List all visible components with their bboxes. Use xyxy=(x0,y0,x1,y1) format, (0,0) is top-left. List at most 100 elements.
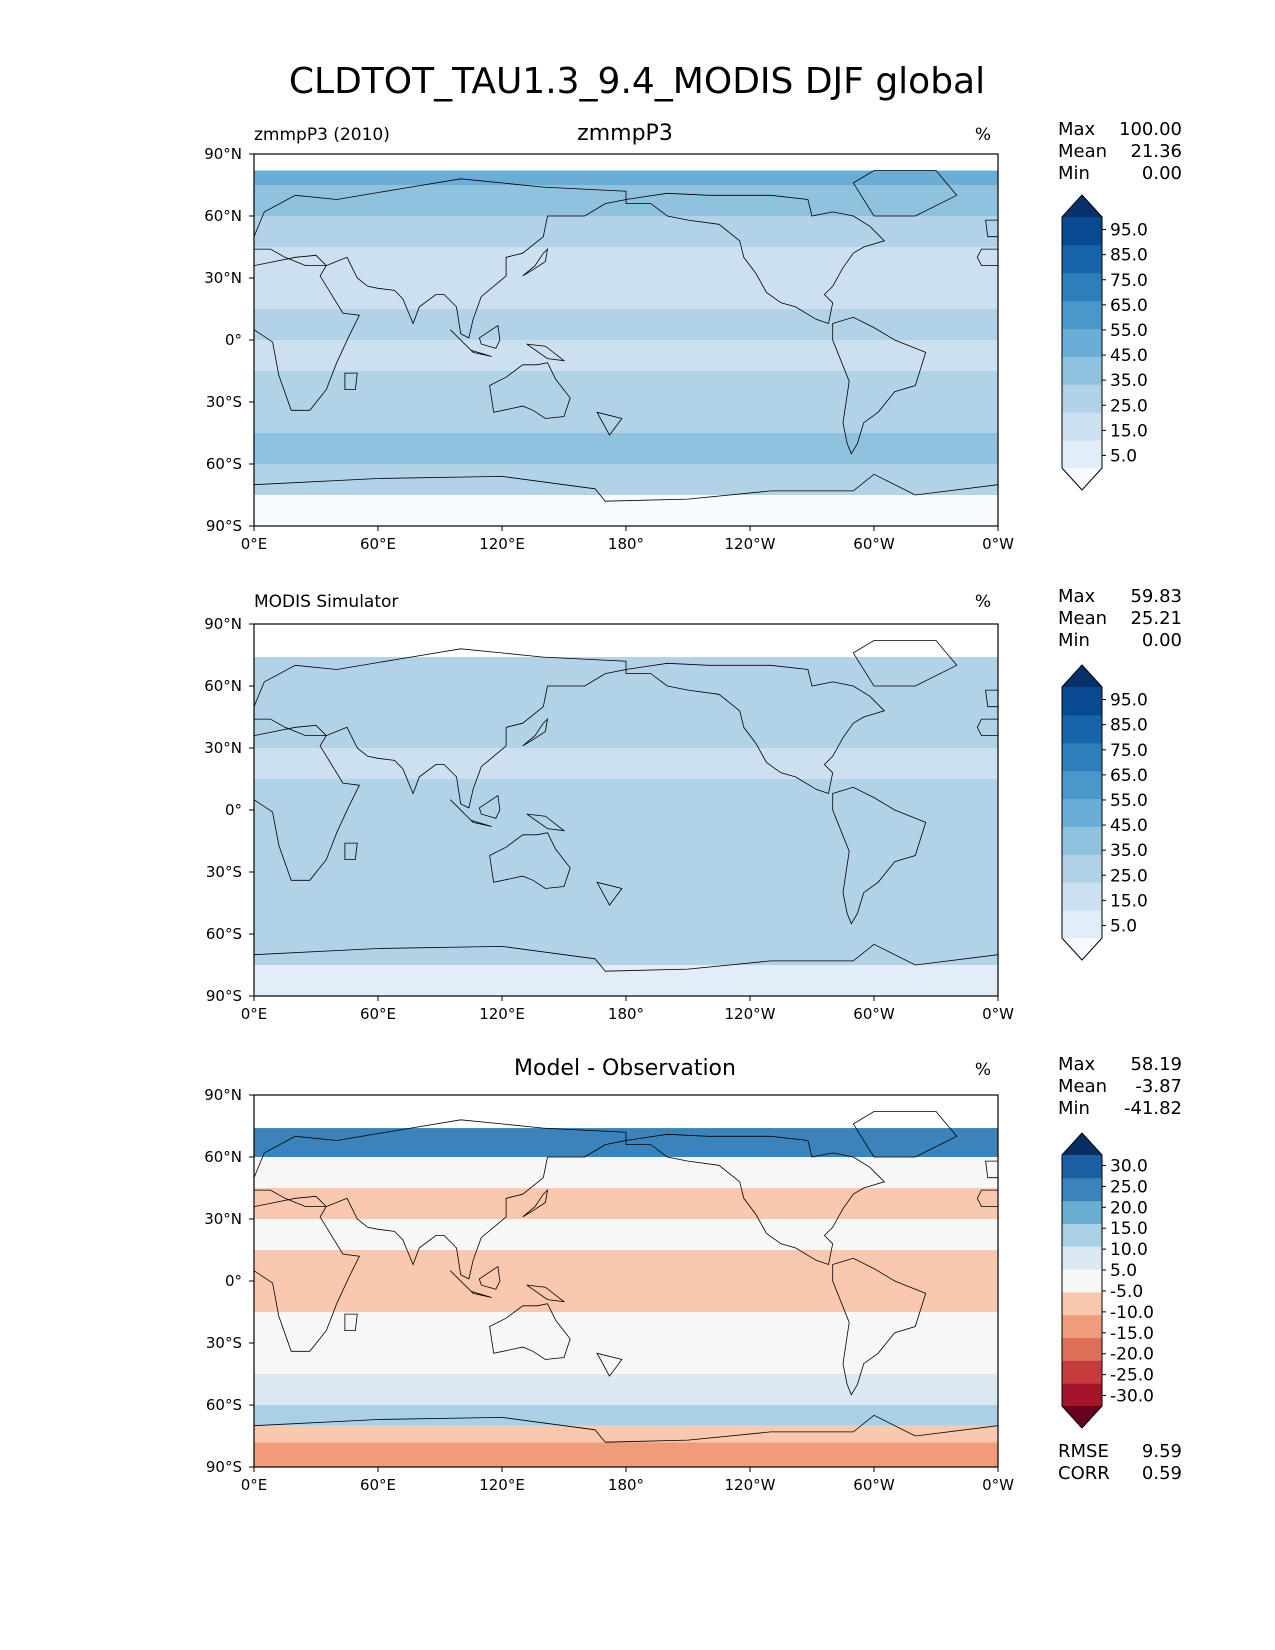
colorbar-tick-label: 85.0 xyxy=(1110,716,1148,736)
stat-value-mean: 21.36 xyxy=(1130,141,1182,162)
lon-axis: 0°E 60°E 120°E 180° 120°W 60°W 0°W xyxy=(241,996,1014,1023)
rmse-label: RMSE xyxy=(1058,1441,1109,1462)
colorbar-segment xyxy=(1062,1269,1102,1293)
coastline xyxy=(522,1188,549,1218)
colorbar-segment xyxy=(1062,798,1102,827)
field-band xyxy=(254,1425,998,1443)
coastline xyxy=(254,254,361,411)
colorbar-tick-label: 15.0 xyxy=(1110,891,1148,911)
panel-title: Model - Observation xyxy=(514,1056,736,1081)
lat-tick-label: 60°N xyxy=(204,1148,242,1166)
lon-tick-label: 180° xyxy=(608,535,644,553)
lat-tick-label: 90°N xyxy=(204,145,242,163)
field-band xyxy=(254,278,998,309)
colorbar-tick-label: -15.0 xyxy=(1110,1324,1154,1344)
colorbar-segment xyxy=(1062,1337,1102,1361)
stat-label-min: Min xyxy=(1058,630,1090,651)
field-band xyxy=(254,965,998,996)
lon-tick-label: 0°W xyxy=(982,1476,1014,1494)
colorbar-tick-label: 85.0 xyxy=(1110,246,1148,266)
colorbar-segment xyxy=(1062,384,1102,413)
lat-tick-label: 0° xyxy=(225,801,242,819)
coastline xyxy=(985,1160,998,1179)
panel-difference: Model - Observation % 90°N 60°N 30°N 0° 30°S… xyxy=(204,1054,1182,1494)
panel-left-label: zmmpP3 (2010) xyxy=(254,125,390,145)
lat-tick-label: 90°S xyxy=(206,1458,242,1476)
rmse-value: 9.59 xyxy=(1142,1441,1182,1462)
colorbar-extend-max xyxy=(1062,1133,1102,1155)
field-band xyxy=(254,1343,998,1374)
coastline xyxy=(625,1133,886,1266)
coastline xyxy=(852,170,958,217)
stat-label-mean: Mean xyxy=(1058,608,1107,629)
lat-tick-label: 30°N xyxy=(204,739,242,757)
coastline xyxy=(489,832,571,889)
lon-tick-label: 0°E xyxy=(241,1476,268,1494)
coastline xyxy=(450,1270,492,1298)
colorbar-segment xyxy=(1062,714,1102,744)
stat-label-mean: Mean xyxy=(1058,1076,1107,1097)
field-band xyxy=(254,464,998,495)
field-band xyxy=(254,1312,998,1343)
stat-value-min: -41.82 xyxy=(1124,1098,1182,1119)
colorbar-segment xyxy=(1062,1314,1102,1339)
lat-tick-label: 30°N xyxy=(204,1210,242,1228)
colorbar-segment xyxy=(1062,1177,1102,1202)
colorbar-extend-min xyxy=(1062,468,1102,490)
coastline xyxy=(254,724,361,881)
coastline xyxy=(254,1414,998,1467)
colorbar-tick-label: 35.0 xyxy=(1110,371,1148,391)
coastline xyxy=(526,1284,566,1303)
lon-tick-label: 60°W xyxy=(853,1476,895,1494)
error-stats: RMSE CORR 9.59 0.59 xyxy=(1058,1441,1182,1484)
coastline xyxy=(450,329,492,357)
lon-tick-label: 120°W xyxy=(725,535,776,553)
lat-axis: 90°N 60°N 30°N 0° 30°S 60°S 90°S xyxy=(204,1086,254,1476)
lat-tick-label: 60°N xyxy=(204,207,242,225)
lon-tick-label: 120°E xyxy=(479,535,525,553)
colorbar-segment xyxy=(1062,687,1102,716)
colorbar-tick-label: 5.0 xyxy=(1110,916,1137,936)
field-band xyxy=(254,371,998,402)
coastline xyxy=(976,248,998,266)
coastline xyxy=(976,1189,998,1207)
panel-units: % xyxy=(975,1060,991,1080)
colorbar-tick-label: 65.0 xyxy=(1110,296,1148,316)
stat-value-max: 59.83 xyxy=(1130,586,1182,607)
coastline xyxy=(450,799,492,827)
colorbar: 95.0 85.0 75.0 65.0 55.0 45.0 35.0 25.0 15.0 5.0 xyxy=(1061,194,1148,491)
coastline xyxy=(489,362,571,419)
panel-units: % xyxy=(975,592,991,612)
coastline xyxy=(522,247,549,277)
colorbar-tick-label: 95.0 xyxy=(1110,221,1148,241)
panel-title: zmmpP3 xyxy=(577,121,673,146)
lat-tick-label: 60°S xyxy=(206,1396,242,1414)
panel-units: % xyxy=(975,125,991,145)
figure-title: CLDTOT_TAU1.3_9.4_MODIS DJF global xyxy=(289,61,985,102)
lon-tick-label: 60°E xyxy=(360,1476,396,1494)
lon-tick-label: 0°E xyxy=(241,1005,268,1023)
lon-tick-label: 120°W xyxy=(725,1005,776,1023)
colorbar-outline xyxy=(1061,664,1103,961)
colorbar-tick-label: 65.0 xyxy=(1110,766,1148,786)
coastline xyxy=(254,473,998,526)
coastline xyxy=(478,794,501,819)
lat-tick-label: 0° xyxy=(225,331,242,349)
coastline xyxy=(344,1313,358,1331)
field-band xyxy=(254,934,998,965)
coastline xyxy=(985,689,998,708)
stats-box: Max Mean Min 59.83 25.21 0.00 xyxy=(1058,586,1182,651)
colorbar-tick-label: 25.0 xyxy=(1110,1177,1148,1197)
corr-value: 0.59 xyxy=(1142,1463,1182,1484)
coastline xyxy=(625,662,886,795)
stats-box: Max Mean Min 100.00 21.36 0.00 xyxy=(1058,119,1182,184)
coastline xyxy=(344,372,358,390)
colorbar-extend-max xyxy=(1062,665,1102,687)
lon-tick-label: 60°E xyxy=(360,1005,396,1023)
colorbar-extend-min xyxy=(1062,1406,1102,1428)
colorbar-tick-label: -5.0 xyxy=(1110,1282,1143,1302)
lat-tick-label: 60°S xyxy=(206,455,242,473)
lat-tick-label: 90°N xyxy=(204,1086,242,1104)
colorbar-tick-label: -20.0 xyxy=(1110,1345,1154,1365)
lon-axis: 0°E 60°E 120°E 180° 120°W 60°W 0°W xyxy=(241,1467,1014,1494)
